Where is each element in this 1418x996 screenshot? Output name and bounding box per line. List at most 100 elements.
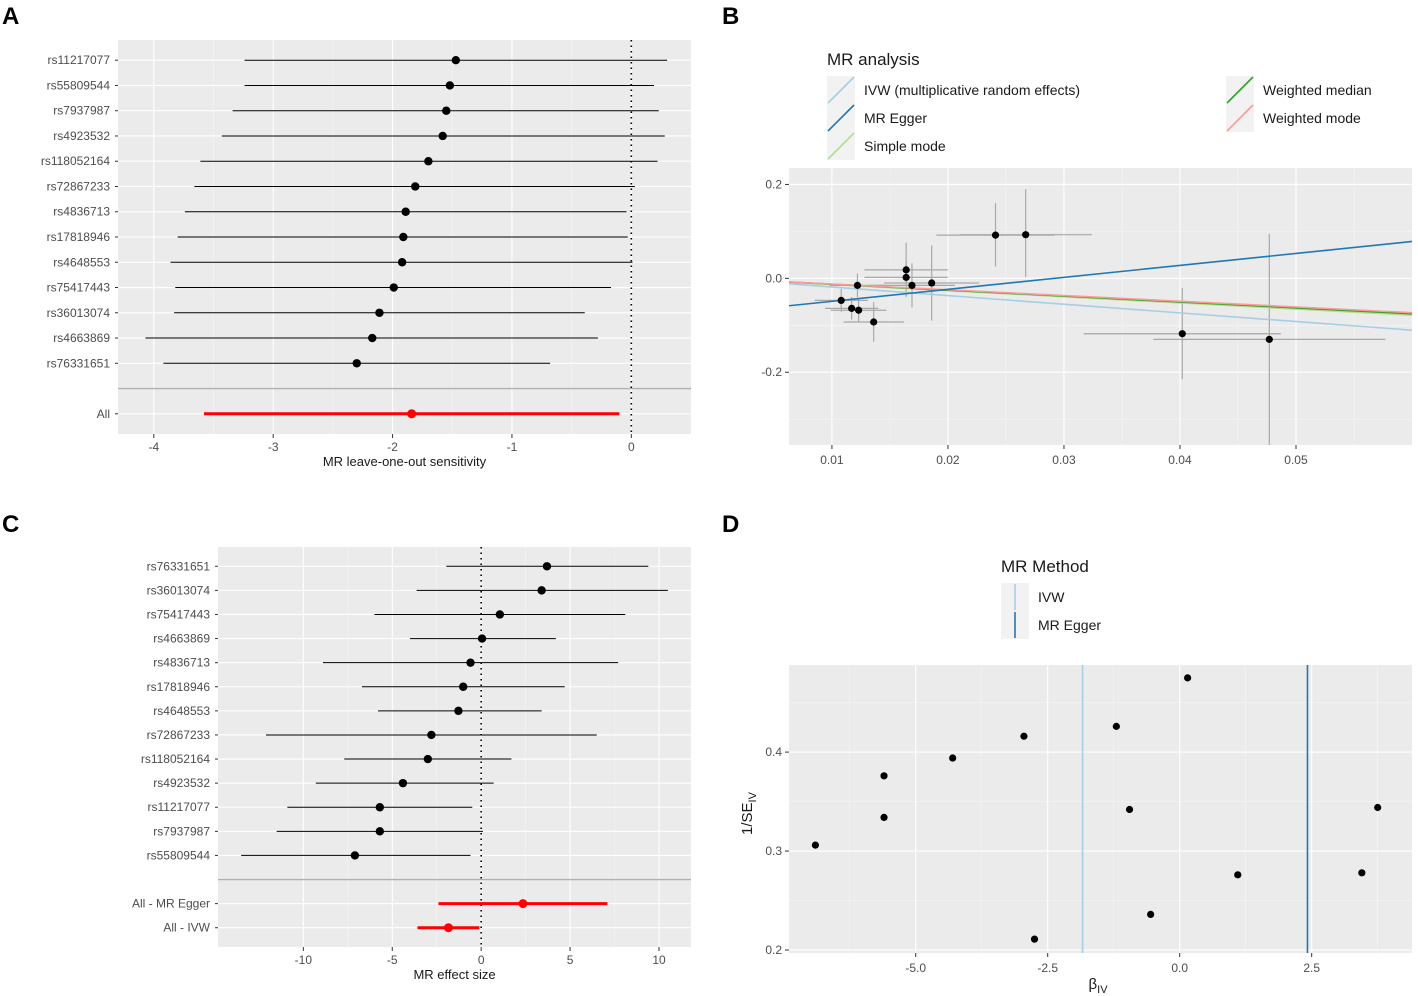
- estimate-point: [424, 157, 433, 166]
- x-axis-title: MR leave-one-out sensitivity: [323, 454, 487, 469]
- y-tick-label: 0.2: [765, 177, 782, 191]
- x-tick-label: -2.5: [1037, 961, 1058, 975]
- row-label: rs36013074: [47, 306, 111, 320]
- row-label: rs4836713: [53, 205, 110, 219]
- snp-point: [1030, 935, 1039, 943]
- x-axis-title: MR effect size: [413, 967, 495, 982]
- row-label: rs75417443: [47, 281, 111, 295]
- estimate-point: [495, 610, 505, 619]
- estimate-point: [454, 706, 463, 716]
- snp-point: [848, 304, 856, 312]
- estimate-point: [375, 803, 385, 812]
- x-tick-label: 0: [478, 953, 485, 967]
- row-label: rs7937987: [53, 104, 110, 118]
- y-axis-title-sub: IV: [747, 791, 759, 802]
- snp-point: [991, 231, 1000, 239]
- estimate-point: [542, 562, 552, 571]
- y-axis-title-main: 1/SE: [739, 802, 756, 835]
- x-tick-label: -4: [148, 440, 159, 454]
- row-label: rs4648553: [53, 255, 110, 269]
- x-tick-label: -2: [387, 440, 398, 454]
- estimate-point: [352, 359, 361, 368]
- row-label: rs55809544: [47, 78, 111, 92]
- y-tick-label: 0.2: [765, 943, 782, 957]
- estimate-point: [438, 131, 447, 141]
- summary-point: [518, 899, 528, 909]
- row-label: rs17818946: [147, 680, 211, 694]
- x-tick-label: 0.0: [1171, 961, 1188, 975]
- row-label: rs4648553: [153, 704, 210, 718]
- plot-background: [789, 665, 1412, 953]
- legend-key-line: [827, 104, 855, 132]
- y-tick-label: 0.3: [765, 844, 782, 858]
- legend-title: MR analysis: [827, 50, 920, 69]
- row-label: rs75417443: [147, 607, 211, 621]
- row-label: rs11217077: [148, 800, 211, 814]
- snp-point: [1178, 330, 1186, 338]
- summary-label: All - IVW: [163, 921, 210, 935]
- snp-point: [870, 318, 878, 326]
- regression-line: [789, 240, 1412, 307]
- legend-label: IVW (multiplicative random effects): [864, 82, 1080, 98]
- snp-point: [1265, 335, 1273, 343]
- y-tick-label: 0.4: [765, 745, 782, 759]
- snp-point: [855, 306, 863, 314]
- row-label: rs4836713: [153, 656, 210, 670]
- snp-point: [1022, 231, 1030, 239]
- estimate-point: [389, 283, 398, 292]
- legend-mr-method: MR Method IVW MR Egger: [1001, 557, 1101, 639]
- snp-point: [1184, 674, 1192, 682]
- snp-point: [1358, 869, 1366, 877]
- summary-point: [407, 409, 417, 419]
- legend-label: MR Egger: [864, 110, 927, 126]
- snp-point: [880, 813, 888, 822]
- panel-letter-a: A: [2, 3, 19, 30]
- scatter-plot-b: 0.01 0.02 0.03 0.04 0.05 -0.2 0.0 0.2 MR analysi…: [761, 50, 1412, 467]
- x-tick-label: 0.05: [1284, 453, 1308, 467]
- estimate-point: [399, 232, 408, 242]
- x-axis-title-sub: IV: [1097, 984, 1108, 996]
- row-label: rs72867233: [47, 179, 111, 193]
- row-label: rs7937987: [153, 824, 210, 838]
- estimate-point: [427, 730, 436, 740]
- legend-key-line: [827, 132, 855, 160]
- row-label: rs55809544: [147, 848, 211, 862]
- estimate-point: [397, 258, 407, 267]
- row-label: rs76331651: [47, 356, 111, 370]
- row-label: rs4923532: [153, 776, 210, 790]
- x-tick-label: 2.5: [1303, 961, 1320, 975]
- legend-key-line: [1226, 104, 1254, 132]
- x-tick-label: 5: [567, 953, 574, 967]
- estimate-point: [423, 754, 433, 764]
- row-label: rs4923532: [53, 129, 110, 143]
- x-axis-title: βIV: [1089, 976, 1109, 996]
- row-label: rs118052164: [41, 154, 110, 168]
- estimate-point: [445, 81, 455, 90]
- estimate-point: [442, 106, 451, 115]
- row-label: rs4663869: [153, 632, 210, 646]
- snp-point: [1147, 910, 1155, 919]
- estimate-point: [398, 778, 408, 788]
- y-tick-label: 0.0: [765, 271, 782, 285]
- snp-point: [1374, 803, 1382, 812]
- summary-label: All - MR Egger: [132, 897, 210, 911]
- x-tick-label: -1: [507, 440, 518, 454]
- x-tick-label: 0.03: [1052, 453, 1076, 467]
- panel-letter-d: D: [722, 511, 739, 538]
- legend-label: Weighted median: [1263, 82, 1372, 98]
- estimate-point: [375, 308, 384, 317]
- forest-plot-a: rs11217077 rs55809544 rs7937987 rs4923532 rs…: [41, 40, 691, 469]
- legend-key-line: [827, 76, 855, 104]
- forest-plot-c: rs76331651 rs36013074 rs75417443 rs4663869 r…: [132, 547, 691, 982]
- y-tick-label: -0.2: [761, 365, 782, 379]
- estimate-point: [368, 333, 377, 343]
- snp-point: [880, 772, 888, 780]
- x-tick-label: -5.0: [905, 961, 926, 975]
- estimate-point: [477, 634, 487, 643]
- estimate-point: [401, 207, 410, 216]
- x-axis-title-main: β: [1089, 976, 1098, 993]
- panel-letter-c: C: [2, 511, 19, 538]
- summary-label: All: [97, 407, 110, 421]
- x-tick-label: 0.04: [1168, 453, 1192, 467]
